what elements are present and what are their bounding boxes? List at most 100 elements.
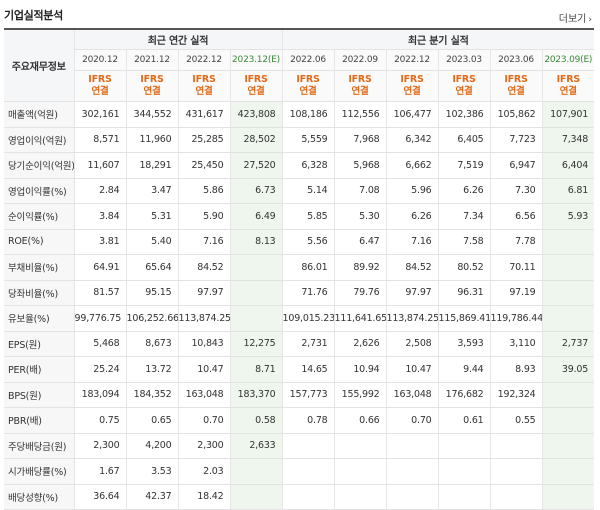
row-label: 유보율(%) bbox=[4, 305, 75, 332]
table-cell bbox=[542, 484, 595, 510]
table-cell: 70.11 bbox=[490, 254, 543, 281]
table-cell: 7.16 bbox=[178, 229, 231, 255]
table-cell: 7.58 bbox=[438, 229, 491, 255]
table-row: 당기순이익(억원) 11,607 18,291 25,450 27,520 6,328 5,… bbox=[4, 152, 595, 179]
table-cell: 12,275 bbox=[230, 331, 283, 357]
table-cell: 157,773 bbox=[282, 382, 335, 408]
period-header: 2022.06 bbox=[282, 49, 335, 71]
table-cell: 3,593 bbox=[438, 331, 491, 357]
table-cell: 84.52 bbox=[178, 254, 231, 281]
table-cell bbox=[334, 433, 387, 459]
table-cell: 8.71 bbox=[230, 356, 283, 383]
table-row: 매출액(억원) 302,161 344,552 431,617 423,808 108,1… bbox=[4, 101, 595, 128]
table-cell: 112,556 bbox=[334, 101, 387, 128]
consolidated-label: 연결 bbox=[299, 86, 317, 97]
table-cell: 10.47 bbox=[386, 356, 439, 383]
annual-group-header: 최근 연간 실적 bbox=[74, 28, 283, 50]
ifrs-consol-header: IFRS 연결 bbox=[334, 70, 387, 102]
table-cell: 1.67 bbox=[74, 458, 127, 485]
ifrs-label: IFRS bbox=[400, 74, 424, 85]
consolidated-label: 연결 bbox=[195, 86, 213, 97]
table-cell: 5,468 bbox=[74, 331, 127, 357]
table-cell: 106,252.66 bbox=[126, 305, 179, 332]
table-cell: 8.13 bbox=[230, 229, 283, 255]
table-cell bbox=[542, 254, 595, 281]
table-cell: 5.96 bbox=[386, 178, 439, 204]
ifrs-consol-header: IFRS 연결 bbox=[438, 70, 491, 102]
row-label: 매출액(억원) bbox=[4, 101, 75, 128]
table-cell bbox=[230, 280, 283, 306]
row-label: 배당성향(%) bbox=[4, 484, 75, 510]
ifrs-label: IFRS bbox=[452, 74, 476, 85]
section-title: 기업실적분석 bbox=[4, 9, 63, 22]
table-cell bbox=[542, 382, 595, 408]
table-row: 유보율(%) 99,776.75 106,252.66 113,874.25 109,0… bbox=[4, 305, 595, 332]
row-label: EPS(원) bbox=[4, 331, 75, 357]
table-cell: 86.01 bbox=[282, 254, 335, 281]
period-header: 2021.12 bbox=[126, 49, 179, 71]
table-cell: 2,508 bbox=[386, 331, 439, 357]
table-cell: 10.94 bbox=[334, 356, 387, 383]
period-header: 2023.12(E) bbox=[230, 49, 283, 71]
more-link-label: 더보기 bbox=[558, 14, 587, 25]
table-cell: 97.19 bbox=[490, 280, 543, 306]
table-cell bbox=[542, 407, 595, 434]
table-cell: 6.26 bbox=[438, 178, 491, 204]
table-body: 매출액(억원) 302,161 344,552 431,617 423,808 108,1… bbox=[4, 101, 595, 510]
table-row: 영업이익(억원) 8,571 11,960 25,285 28,502 5,559 7,96… bbox=[4, 127, 595, 153]
more-link[interactable]: 더보기 › bbox=[559, 10, 592, 25]
table-cell: 14.65 bbox=[282, 356, 335, 383]
table-row: ROE(%) 3.81 5.40 7.16 8.13 5.56 6.47 7.16 7.58 7.… bbox=[4, 229, 595, 255]
table-cell: 5.31 bbox=[126, 203, 179, 230]
row-label: 당기순이익(억원) bbox=[4, 152, 75, 179]
table-row: EPS(원) 5,468 8,673 10,843 12,275 2,731 2,626 2,… bbox=[4, 331, 595, 357]
ifrs-consol-header: IFRS 연결 bbox=[230, 70, 283, 102]
consolidated-label: 연결 bbox=[507, 86, 525, 97]
table-cell bbox=[334, 458, 387, 485]
table-cell: 109,015.23 bbox=[282, 305, 335, 332]
period-header: 2022.12 bbox=[386, 49, 439, 71]
table-cell: 10.47 bbox=[178, 356, 231, 383]
table-cell: 96.31 bbox=[438, 280, 491, 306]
table-cell: 6,947 bbox=[490, 152, 543, 179]
ifrs-consol-header: IFRS 연결 bbox=[282, 70, 335, 102]
table-cell bbox=[386, 458, 439, 485]
ifrs-label: IFRS bbox=[140, 74, 164, 85]
table-cell: 6,662 bbox=[386, 152, 439, 179]
table-cell: 97.97 bbox=[178, 280, 231, 306]
table-cell: 39.05 bbox=[542, 356, 595, 383]
table-cell bbox=[438, 433, 491, 459]
corner-label: 주요재무정보 bbox=[4, 28, 75, 102]
row-label: PER(배) bbox=[4, 356, 75, 383]
table-cell bbox=[230, 254, 283, 281]
table-cell: 2,731 bbox=[282, 331, 335, 357]
table-cell: 6,405 bbox=[438, 127, 491, 153]
table-cell: 0.61 bbox=[438, 407, 491, 434]
consolidated-label: 연결 bbox=[143, 86, 161, 97]
table-cell: 0.65 bbox=[126, 407, 179, 434]
table-cell: 2,626 bbox=[334, 331, 387, 357]
table-cell: 6.49 bbox=[230, 203, 283, 230]
table-cell: 6.26 bbox=[386, 203, 439, 230]
table-cell: 344,552 bbox=[126, 101, 179, 128]
ifrs-header-row: IFRS 연결 IFRS 연결 IFRS 연결 IFRS 연결 IFRS 연결 IFRS 연결 IFRS… bbox=[4, 70, 595, 102]
table-cell: 113,874.25 bbox=[178, 305, 231, 332]
table-cell: 18.42 bbox=[178, 484, 231, 510]
table-cell bbox=[490, 433, 543, 459]
table-cell: 302,161 bbox=[74, 101, 127, 128]
table-cell: 6,404 bbox=[542, 152, 595, 179]
table-cell: 163,048 bbox=[178, 382, 231, 408]
table-cell: 79.76 bbox=[334, 280, 387, 306]
row-label: 시가배당률(%) bbox=[4, 458, 75, 485]
table-cell: 3.84 bbox=[74, 203, 127, 230]
ifrs-label: IFRS bbox=[88, 74, 112, 85]
table-row: 영업이익률(%) 2.84 3.47 5.86 6.73 5.14 7.08 5.96 6.26… bbox=[4, 178, 595, 204]
row-label: 당좌비율(%) bbox=[4, 280, 75, 306]
table-cell: 3.81 bbox=[74, 229, 127, 255]
table-cell: 423,808 bbox=[230, 101, 283, 128]
table-cell: 8.93 bbox=[490, 356, 543, 383]
table-cell: 81.57 bbox=[74, 280, 127, 306]
table-row: PBR(배) 0.75 0.65 0.70 0.58 0.78 0.66 0.70 0.61 0.… bbox=[4, 407, 595, 434]
table-cell: 108,186 bbox=[282, 101, 335, 128]
row-label: PBR(배) bbox=[4, 407, 75, 434]
